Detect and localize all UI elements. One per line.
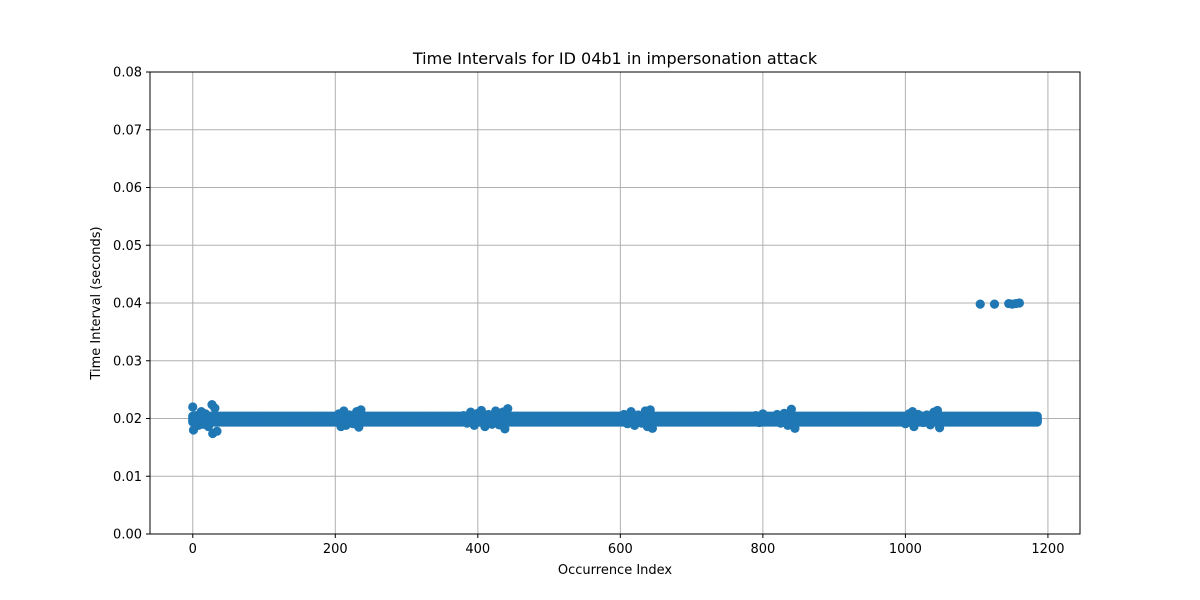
data-point xyxy=(626,406,636,417)
data-point xyxy=(900,419,911,429)
data-point xyxy=(587,413,597,423)
data-point xyxy=(341,420,351,431)
data-point xyxy=(619,409,629,420)
x-tick-label: 600 xyxy=(608,542,633,557)
data-point xyxy=(491,406,501,416)
data-point xyxy=(786,404,796,414)
data-point xyxy=(783,420,793,431)
data-point xyxy=(469,420,479,431)
data-point xyxy=(815,413,825,423)
data-point xyxy=(954,413,964,423)
data-point xyxy=(483,409,494,420)
data-point xyxy=(1014,298,1025,308)
data-point xyxy=(537,416,547,426)
data-point xyxy=(645,405,655,415)
data-point xyxy=(480,421,490,432)
y-tick-label: 0.03 xyxy=(113,354,142,369)
data-point xyxy=(989,299,1000,309)
data-point xyxy=(487,419,497,429)
data-point xyxy=(295,413,305,423)
data-point xyxy=(356,405,366,415)
y-tick-label: 0.07 xyxy=(113,123,142,138)
data-point xyxy=(394,413,405,423)
x-tick-label: 400 xyxy=(465,542,490,557)
x-tick-label: 200 xyxy=(323,542,348,557)
data-point xyxy=(690,412,700,422)
data-point xyxy=(500,424,510,434)
data-point xyxy=(913,409,923,420)
data-point xyxy=(212,426,222,436)
y-tick-label: 0.08 xyxy=(113,66,142,81)
x-tick-label: 1200 xyxy=(1031,542,1064,557)
y-tick-label: 0.04 xyxy=(113,297,142,312)
data-point xyxy=(503,404,513,414)
data-point xyxy=(188,402,198,412)
data-point xyxy=(476,405,486,416)
y-axis-ticks: 0.00 0.01 0.02 0.03 0.04 0.05 0.06 0.07 0.08 xyxy=(113,66,150,543)
data-point xyxy=(647,423,658,433)
y-tick-label: 0.05 xyxy=(113,239,142,254)
data-point xyxy=(768,416,779,426)
data-point xyxy=(462,418,472,428)
data-point xyxy=(882,412,893,422)
data-point xyxy=(312,414,323,424)
data-point xyxy=(790,423,800,433)
data-point xyxy=(354,422,364,432)
data-points xyxy=(188,298,1042,439)
x-axis-ticks: 0 200 400 600 800 1000 1200 xyxy=(189,534,1064,557)
data-point xyxy=(850,414,861,424)
data-point xyxy=(248,412,258,422)
data-point xyxy=(1032,415,1042,425)
data-point xyxy=(751,411,761,421)
data-point xyxy=(754,417,764,428)
x-tick-label: 1000 xyxy=(889,542,922,557)
data-point xyxy=(466,407,476,417)
grid xyxy=(150,71,1080,535)
data-point xyxy=(918,417,928,428)
data-point xyxy=(200,409,211,419)
data-point xyxy=(925,420,935,430)
data-point xyxy=(344,410,355,420)
data-point xyxy=(416,412,426,422)
x-axis-label: Occurrence Index xyxy=(558,563,673,578)
data-point xyxy=(629,420,640,431)
y-tick-label: 0.02 xyxy=(113,412,142,427)
data-point xyxy=(932,405,943,416)
data-point xyxy=(909,421,919,432)
data-point xyxy=(935,423,945,433)
data-point xyxy=(779,408,789,418)
y-axis-label: Time Interval (seconds) xyxy=(89,226,104,380)
data-point xyxy=(758,409,768,419)
data-point xyxy=(210,403,220,413)
data-point xyxy=(722,414,732,424)
chart-title: Time Intervals for ID 04b1 in impersonat… xyxy=(412,49,818,68)
data-point xyxy=(922,410,932,420)
data-point xyxy=(458,411,469,421)
x-tick-label: 800 xyxy=(750,542,775,557)
data-point xyxy=(203,421,214,432)
x-tick-label: 0 xyxy=(189,542,197,557)
y-tick-label: 0.01 xyxy=(113,470,142,485)
y-tick-label: 0.06 xyxy=(113,181,142,196)
data-point xyxy=(772,409,782,420)
data-point xyxy=(975,299,985,309)
data-point xyxy=(633,410,643,420)
data-point xyxy=(776,418,786,428)
data-point xyxy=(437,414,447,424)
data-point xyxy=(622,419,633,429)
y-tick-label: 0.00 xyxy=(113,528,142,543)
